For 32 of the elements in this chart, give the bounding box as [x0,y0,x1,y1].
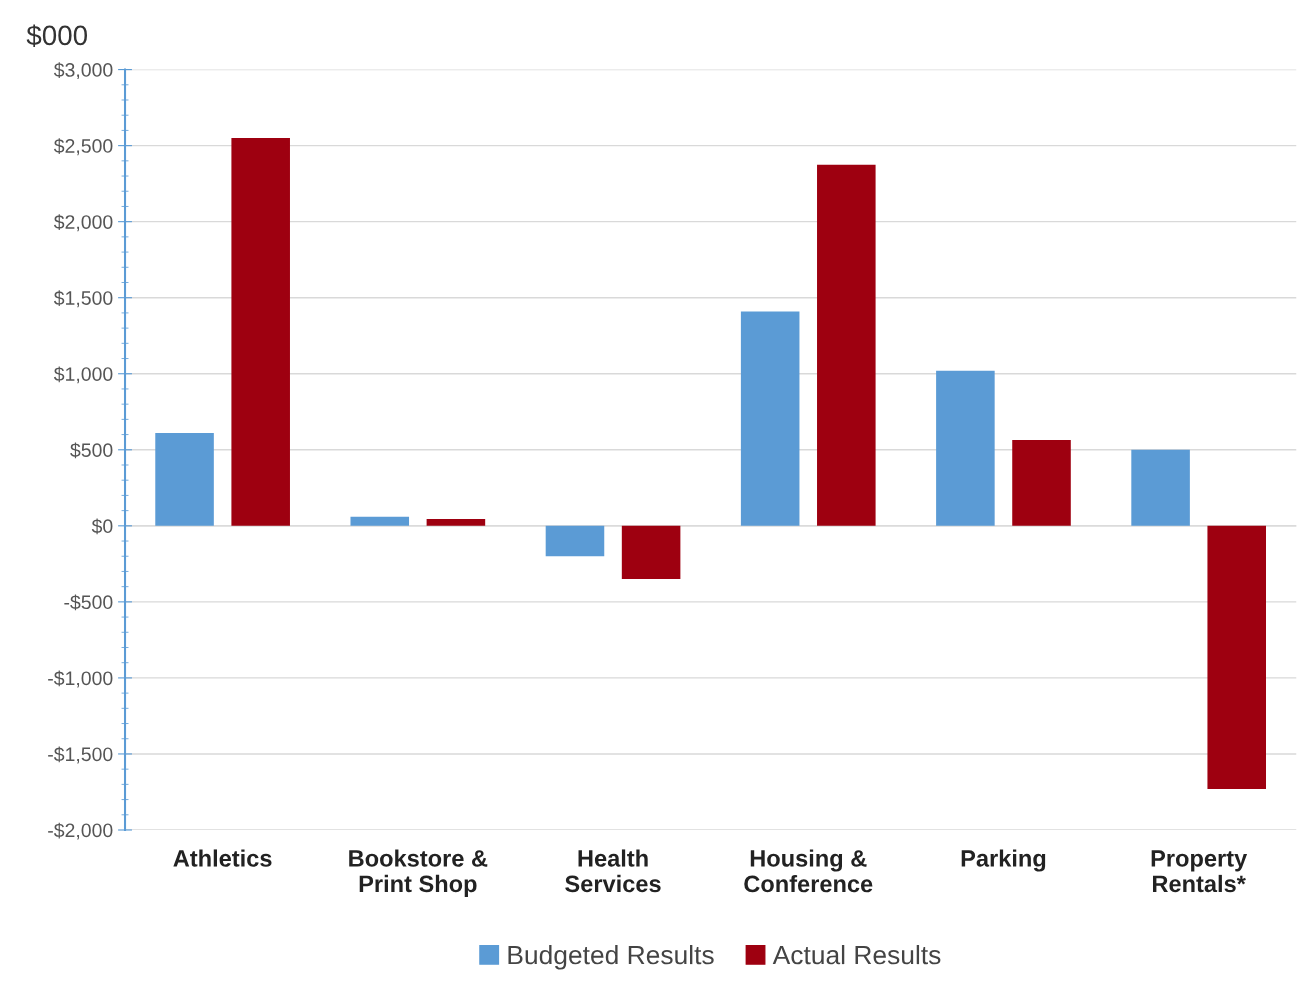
y-tick-label: -$500 [64,594,113,611]
bar [740,311,800,526]
y-tick-label: $500 [70,442,113,459]
bar [1012,439,1071,526]
x-tick-label: Housing & Conference [744,849,873,893]
y-tick-label: $2,500 [53,138,113,156]
y-tick-label: -$2,000 [48,822,113,840]
x-tick-label: Parking [961,849,1046,872]
bar [545,525,605,557]
bar [350,516,410,526]
y-tick-label: $2,000 [53,214,113,232]
bar [621,525,681,580]
x-tick-label: Athletics [173,849,272,867]
y-tick-label: $1,500 [53,290,113,308]
chart-title: $000 [26,24,88,47]
x-tick-label: Property Rentals* [1151,850,1248,893]
y-tick-label: $0 [91,518,113,535]
bar [936,370,995,526]
bar [817,164,876,526]
bar [426,518,486,526]
x-tick-label: Bookstore & Print Shop [349,849,488,897]
y-tick-label: $3,000 [53,62,113,80]
bar [1207,525,1266,789]
x-tick-label: Health Services [565,849,661,893]
y-tick-label: -$1,000 [48,670,113,688]
bar [1131,449,1190,526]
legend-label: Budgeted Results [508,944,714,970]
y-tick-label: $1,000 [53,366,113,384]
y-tick-label: -$1,500 [48,746,113,764]
bar [231,138,290,526]
bar [155,433,214,526]
legend-label: Actual Results [772,944,941,965]
